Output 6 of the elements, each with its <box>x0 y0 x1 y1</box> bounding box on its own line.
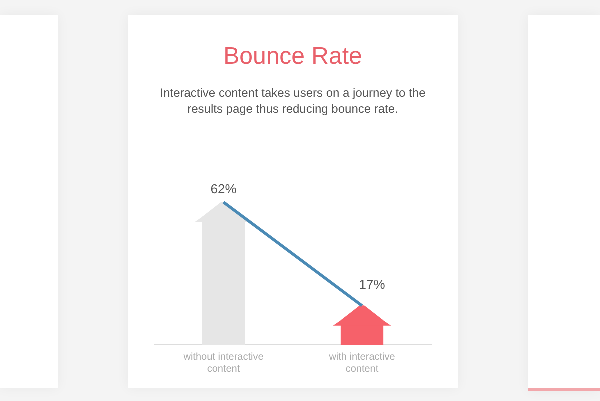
data-label: 62% <box>210 181 238 196</box>
chart-subtitle: Interactive content takes users on a journey to the results page thus reducing bounce rate. <box>159 85 427 117</box>
data-label: 17% <box>359 276 386 292</box>
chart-title: Bounce Rate <box>222 43 364 71</box>
x-tick-label: without interactive content <box>182 352 264 375</box>
x-tick-label: with interactive content <box>328 352 396 375</box>
